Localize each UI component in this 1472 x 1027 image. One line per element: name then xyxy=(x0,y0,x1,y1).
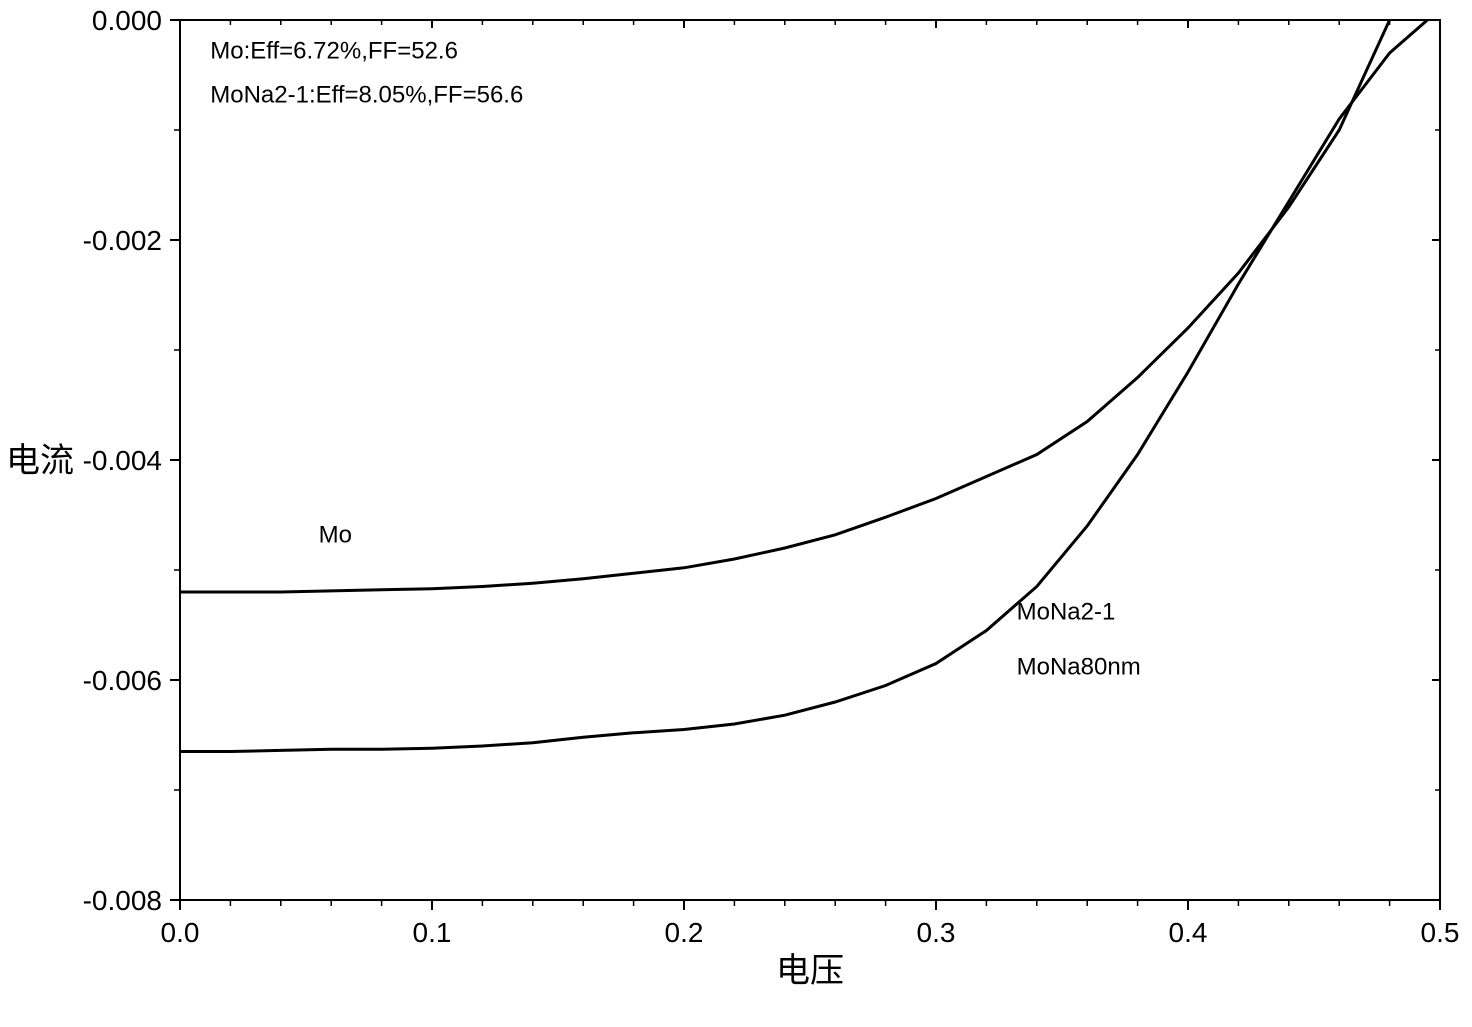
y-tick-label: -0.004 xyxy=(83,445,162,476)
x-tick-label: 0.4 xyxy=(1169,917,1208,948)
x-axis-ticks xyxy=(180,20,1440,910)
series-mona2-1 xyxy=(180,20,1427,752)
plot-border xyxy=(180,20,1440,900)
anno-line1: Mo:Eff=6.72%,FF=52.6 xyxy=(210,38,458,65)
x-tick-label: 0.1 xyxy=(413,917,452,948)
y-axis-tick-labels: 0.000 -0.002 -0.004 -0.006 -0.008 xyxy=(83,5,162,916)
anno-line2: MoNa2-1:Eff=8.05%,FF=56.6 xyxy=(210,82,523,109)
y-axis-ticks xyxy=(170,20,1440,900)
chart-container: 0.0 0.1 0.2 0.3 0.4 0.5 0.000 -0.002 -0.004 -0.0… xyxy=(0,0,1472,1027)
iv-curve-chart: 0.0 0.1 0.2 0.3 0.4 0.5 0.000 -0.002 -0.004 -0.0… xyxy=(0,0,1472,1027)
y-axis-title: 电流 xyxy=(6,442,74,480)
anno-mona: MoNa2-1 xyxy=(1017,599,1116,626)
y-tick-label: -0.006 xyxy=(83,665,162,696)
x-tick-label: 0.2 xyxy=(665,917,704,948)
x-tick-label: 0.5 xyxy=(1421,917,1460,948)
x-axis-title: 电压 xyxy=(776,952,844,990)
y-tick-label: 0.000 xyxy=(92,5,162,36)
anno-mona2: MoNa80nm xyxy=(1017,654,1141,681)
series-group xyxy=(180,20,1427,752)
annotations-group: Mo:Eff=6.72%,FF=52.6 MoNa2-1:Eff=8.05%,FF… xyxy=(210,38,1140,681)
x-tick-label: 0.0 xyxy=(161,917,200,948)
x-axis-tick-labels: 0.0 0.1 0.2 0.3 0.4 0.5 xyxy=(161,917,1460,948)
x-tick-label: 0.3 xyxy=(917,917,956,948)
anno-mo: Mo xyxy=(319,522,352,549)
y-tick-label: -0.002 xyxy=(83,225,162,256)
y-tick-label: -0.008 xyxy=(83,885,162,916)
